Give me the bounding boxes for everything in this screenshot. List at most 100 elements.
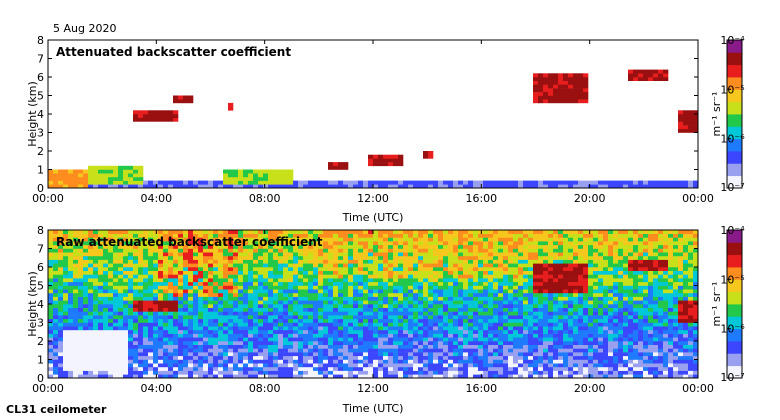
heatmap-cell (448, 344, 454, 349)
heatmap-cell (533, 285, 539, 290)
heatmap-cell (88, 173, 94, 178)
heatmap-cell (63, 259, 69, 264)
heatmap-cell (483, 322, 489, 327)
heatmap-cell (503, 355, 509, 360)
heatmap-cell (568, 84, 574, 89)
heatmap-cell (308, 292, 314, 297)
heatmap-cell (178, 307, 184, 312)
heatmap-cell (93, 270, 99, 275)
heatmap-cell (328, 259, 334, 264)
heatmap-cell (223, 259, 229, 264)
heatmap-cell (508, 237, 514, 242)
heatmap-cell (528, 296, 534, 301)
heatmap-cell (158, 348, 164, 353)
heatmap-cell (188, 333, 194, 338)
heatmap-cell (473, 237, 479, 242)
heatmap-cell (128, 270, 134, 275)
heatmap-cell (258, 278, 264, 283)
heatmap-cell (128, 322, 134, 327)
heatmap-cell (473, 278, 479, 283)
heatmap-cell (433, 363, 439, 368)
heatmap-cell (653, 77, 659, 81)
heatmap-cell (303, 252, 309, 257)
heatmap-cell (303, 311, 309, 316)
heatmap-cell (93, 285, 99, 290)
heatmap-cell (533, 326, 539, 331)
heatmap-cell (83, 307, 89, 312)
heatmap-cell (53, 278, 59, 283)
heatmap-cell (548, 281, 554, 286)
heatmap-cell (568, 285, 574, 290)
heatmap-cell (433, 374, 439, 379)
heatmap-cell (208, 270, 214, 275)
heatmap-cell (128, 180, 134, 185)
heatmap-cell (188, 355, 194, 360)
heatmap-cell (63, 352, 69, 357)
heatmap-cell (368, 241, 374, 246)
heatmap-cell (258, 230, 264, 234)
heatmap-cell (248, 259, 254, 264)
heatmap-cell (353, 252, 359, 257)
heatmap-cell (363, 337, 369, 342)
heatmap-cell (48, 359, 54, 364)
heatmap-cell (173, 114, 179, 118)
heatmap-cell (253, 233, 259, 238)
heatmap-cell (498, 307, 504, 312)
heatmap-cell (523, 341, 529, 345)
heatmap-cell (308, 348, 314, 353)
heatmap-cell (153, 352, 159, 357)
heatmap-cell (348, 292, 354, 297)
heatmap-cell (463, 267, 469, 271)
heatmap-cell (248, 355, 254, 360)
heatmap-cell (153, 184, 159, 189)
heatmap-cell (88, 278, 94, 283)
heatmap-cell (488, 237, 494, 242)
heatmap-cell (588, 355, 594, 360)
heatmap-cell (183, 292, 189, 297)
heatmap-cell (498, 252, 504, 257)
heatmap-cell (368, 255, 374, 260)
heatmap-cell (448, 366, 454, 371)
heatmap-cell (283, 352, 289, 357)
heatmap-cell (308, 248, 314, 253)
heatmap-cell (543, 285, 549, 290)
heatmap-cell (518, 233, 524, 238)
heatmap-cell (403, 344, 409, 349)
heatmap-cell (453, 322, 459, 327)
heatmap-cell (243, 300, 249, 305)
heatmap-cell (553, 270, 559, 275)
heatmap-cell (113, 363, 119, 368)
heatmap-cell (288, 278, 294, 283)
heatmap-cell (53, 244, 59, 249)
heatmap-cell (483, 341, 489, 345)
heatmap-cell (423, 281, 429, 286)
heatmap-cell (418, 318, 424, 323)
heatmap-cell (358, 348, 364, 353)
heatmap-cell (568, 252, 574, 257)
heatmap-cell (578, 281, 584, 286)
heatmap-cell (68, 363, 74, 368)
colorbar-label: m⁻¹ sr⁻¹ (710, 92, 723, 137)
heatmap-cell (313, 366, 319, 371)
heatmap-cell (103, 311, 109, 316)
heatmap-cell (298, 241, 304, 246)
heatmap-cell (483, 233, 489, 238)
heatmap-cell (63, 252, 69, 257)
heatmap-cell (463, 289, 469, 294)
heatmap-cell (168, 248, 174, 253)
heatmap-cell (548, 311, 554, 316)
heatmap-cell (378, 270, 384, 275)
heatmap-cell (538, 237, 544, 242)
heatmap-cell (108, 311, 114, 316)
heatmap-cell (303, 370, 309, 375)
heatmap-cell (518, 300, 524, 305)
heatmap-cell (308, 322, 314, 327)
heatmap-cell (418, 366, 424, 371)
heatmap-cell (158, 263, 164, 268)
heatmap-cell (583, 84, 589, 89)
heatmap-cell (343, 292, 349, 297)
heatmap-cell (543, 244, 549, 249)
heatmap-cell (178, 180, 184, 185)
heatmap-cell (538, 84, 544, 89)
heatmap-cell (128, 281, 134, 286)
